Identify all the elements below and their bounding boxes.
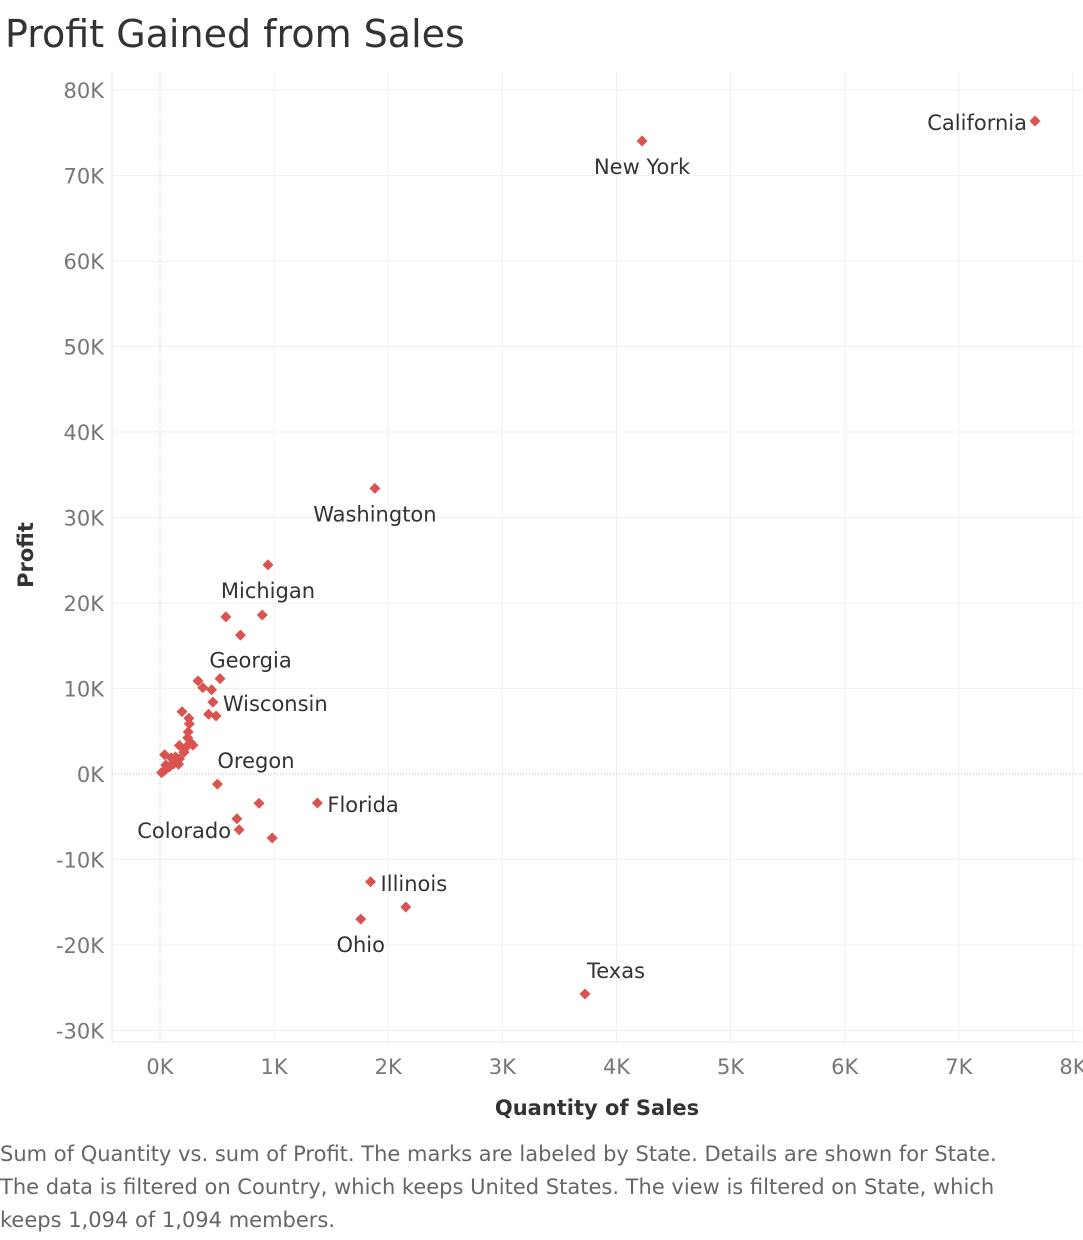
data-point [207,696,219,708]
data-label: Wisconsin [223,692,328,716]
data-point [369,482,381,494]
chart-caption: Sum of Quantity vs. sum of Profit. The m… [0,1138,1080,1237]
data-point [203,708,215,720]
y-axis-label: Profit [14,522,38,588]
data-label: Ohio [336,933,385,957]
data-label: Washington [313,502,436,526]
scatter-chart: 80K 70K 60K 50K 40K 30K 20K 10K 0K -10K -20K -30K 0K… [14,72,1083,1120]
data-point [192,675,204,687]
caption-line: The data is filtered on Country, which k… [0,1175,995,1199]
data-point [579,988,591,1000]
data-label: Colorado [137,819,231,843]
data-point [231,813,243,825]
x-tick-label: 0K [146,1055,174,1079]
y-tick-label: 40K [64,421,106,445]
data-point [365,876,377,888]
data-point [1029,115,1041,127]
data-point [156,767,168,779]
data-marks [156,115,1041,1000]
y-tick-label: 50K [64,336,106,360]
data-point [256,609,268,621]
x-tick-label: 6K [831,1055,859,1079]
data-point [183,718,195,730]
data-point [210,710,222,722]
x-tick-label: 8K [1059,1055,1083,1079]
data-point [234,629,246,641]
data-point [173,758,185,770]
data-point [197,682,209,694]
x-axis-label: Quantity of Sales [495,1096,699,1120]
x-tick-label: 3K [489,1055,517,1079]
data-point [400,901,412,913]
y-tick-label: 20K [64,592,106,616]
data-point [311,797,323,809]
data-label: Texas [586,959,645,983]
data-label: Oregon [217,749,294,773]
data-label: Michigan [221,579,315,603]
data-point [206,684,218,696]
data-labels: California New York Washington Michigan Wisc… [137,111,1027,983]
x-tick-label: 5K [717,1055,745,1079]
data-point [178,746,190,758]
data-label: New York [594,155,691,179]
data-label: Florida [327,793,398,817]
y-tick-label: 30K [64,507,106,531]
data-point [176,706,188,718]
data-point [266,832,278,844]
data-point [636,135,648,147]
chart-title: Profit Gained from Sales [5,12,465,56]
y-tick-label: 80K [64,79,106,103]
grid [112,72,1082,1042]
data-point [211,778,223,790]
y-tick-label: -20K [56,934,105,958]
x-tick-label: 4K [603,1055,631,1079]
x-tick-label: 7K [945,1055,973,1079]
data-point [262,559,274,571]
data-point [253,797,265,809]
caption-line: Sum of Quantity vs. sum of Profit. The m… [0,1142,997,1166]
caption-line: keeps 1,094 of 1,094 members. [0,1208,336,1232]
axes: 80K 70K 60K 50K 40K 30K 20K 10K 0K -10K -20K -30K 0K… [56,72,1083,1079]
data-point [355,913,367,925]
data-point [214,673,226,685]
data-point [233,824,245,836]
y-tick-label: 70K [64,165,106,189]
y-tick-label: 0K [77,763,105,787]
data-label: Illinois [381,872,448,896]
data-point [220,611,232,623]
data-label: California [927,111,1027,135]
y-tick-label: -10K [56,849,105,873]
y-tick-label: 10K [64,678,106,702]
data-label: Georgia [209,648,291,672]
x-tick-label: 2K [375,1055,403,1079]
x-tick-label: 1K [261,1055,289,1079]
y-tick-label: -30K [56,1020,105,1044]
y-tick-label: 60K [64,250,106,274]
